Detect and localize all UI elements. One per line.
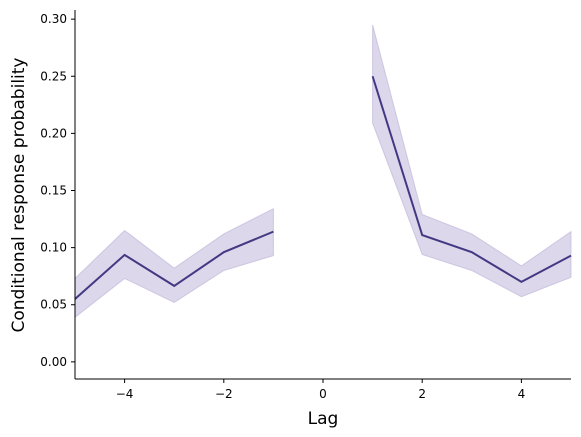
confidence-band — [74, 207, 274, 319]
y-tick-label: 0.20 — [40, 126, 67, 140]
y-tick-label: 0.15 — [40, 184, 67, 198]
x-tick-label: 4 — [518, 387, 526, 401]
y-tick-label: 0.30 — [40, 12, 67, 26]
line — [74, 75, 572, 300]
x-tick-label: 2 — [418, 387, 426, 401]
y-tick-label: 0.05 — [40, 298, 67, 312]
y-tick-label: 0.25 — [40, 69, 67, 83]
x-tick-label: −4 — [116, 387, 134, 401]
y-axis-label: Conditional response probability — [9, 58, 29, 333]
confidence-band — [372, 24, 572, 298]
x-tick-label: 0 — [319, 387, 327, 401]
y-tick-label: 0.00 — [40, 355, 67, 369]
y-tick-label: 0.10 — [40, 241, 67, 255]
x-tick-label: −2 — [215, 387, 233, 401]
x-axis-label: Lag — [308, 409, 339, 429]
